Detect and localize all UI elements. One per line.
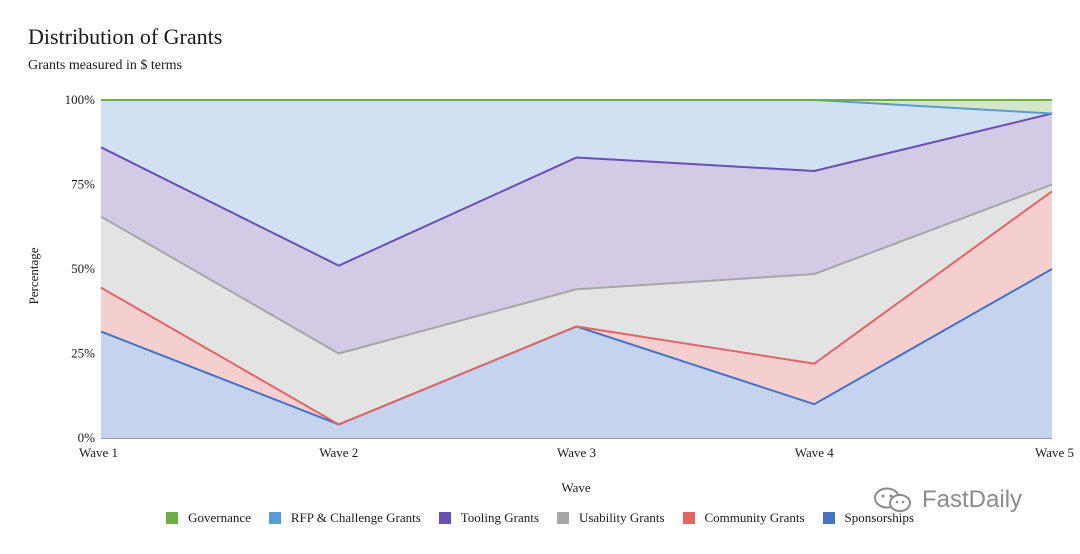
legend-swatch — [822, 512, 835, 524]
y-axis-ticks: 0% 25% 50% 75% 100% — [65, 92, 96, 445]
area-sponsorships — [101, 269, 1052, 438]
legend-label: Governance — [188, 510, 251, 525]
x-tick-label: Wave 1 — [79, 445, 118, 460]
area-community-grants — [101, 191, 1052, 425]
y-tick-label: 25% — [71, 346, 95, 361]
chart-title: Distribution of Grants — [28, 24, 223, 49]
legend-swatch — [682, 512, 695, 524]
legend-item-rfp-challenge-grants: RFP & Challenge Grants — [268, 510, 421, 526]
area-tooling-grants — [101, 113, 1052, 354]
x-axis-ticks: Wave 1 Wave 2 Wave 3 Wave 4 Wave 5 — [79, 445, 1074, 460]
line-community-grants — [100, 190, 1053, 426]
area-governance — [101, 100, 1052, 114]
legend-label: Tooling Grants — [460, 510, 539, 525]
x-axis-title: Wave — [561, 480, 590, 495]
legend-label: Sponsorships — [844, 510, 914, 525]
line-tooling-grants — [100, 112, 1053, 267]
legend-swatch — [166, 512, 179, 524]
legend-swatch — [268, 512, 281, 524]
wechat-icon — [874, 487, 911, 512]
watermark: FastDaily — [872, 486, 1022, 514]
series-lines — [100, 99, 1053, 426]
chart-legend: Governance RFP & Challenge Grants Tooling … — [0, 510, 1080, 526]
legend-item-sponsorships: Sponsorships — [822, 510, 914, 526]
legend-item-usability-grants: Usability Grants — [556, 510, 665, 526]
y-tick-label: 100% — [65, 92, 96, 107]
x-tick-label: Wave 4 — [795, 445, 835, 460]
area-usability-grants — [101, 184, 1052, 425]
line-usability-grants — [100, 183, 1053, 355]
y-tick-label: 75% — [71, 177, 95, 192]
legend-item-community-grants: Community Grants — [682, 510, 805, 526]
legend-swatch — [556, 512, 569, 524]
legend-swatch — [438, 512, 451, 524]
x-tick-label: Wave 5 — [1035, 445, 1074, 460]
x-tick-label: Wave 3 — [557, 445, 596, 460]
y-tick-label: 0% — [78, 430, 96, 445]
x-tick-label: Wave 2 — [319, 445, 358, 460]
legend-item-tooling-grants: Tooling Grants — [438, 510, 539, 526]
legend-item-governance: Governance — [166, 510, 251, 526]
area-rfp-challenge-grants — [101, 100, 1052, 266]
legend-label: Usability Grants — [578, 510, 665, 525]
y-tick-label: 50% — [71, 261, 95, 276]
watermark-text: FastDaily — [922, 486, 1023, 513]
series-areas — [101, 100, 1052, 438]
y-axis-title: Percentage — [26, 247, 41, 304]
legend-label: RFP & Challenge Grants — [290, 510, 421, 525]
chart-subtitle: Grants measured in $ terms — [28, 58, 182, 73]
legend-label: Community Grants — [704, 510, 805, 525]
